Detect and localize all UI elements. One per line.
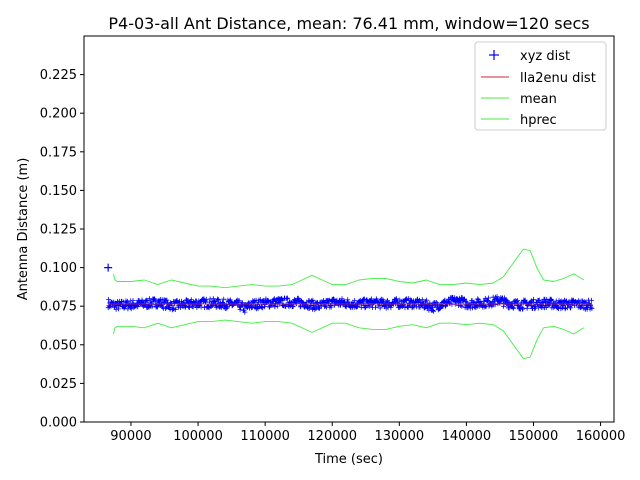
- xyz-dist-point: [586, 304, 588, 306]
- x-tick-label: 90000: [110, 429, 151, 444]
- y-tick-label: 0.150: [40, 184, 77, 199]
- xyz-dist-point: [237, 304, 239, 306]
- xyz-dist-point: [452, 301, 454, 303]
- y-tick-label: 0.000: [40, 416, 77, 431]
- legend-label-xyz-dist: xyz dist: [520, 49, 570, 64]
- series-mean-line: [113, 248, 585, 289]
- xyz-dist-point: [412, 302, 414, 304]
- series-layer: [104, 248, 595, 360]
- x-tick-label: 150000: [509, 429, 559, 444]
- xyz-dist-point: [371, 302, 374, 304]
- xyz-dist-point: [345, 302, 347, 304]
- legend: xyz dist lla2enu dist mean hprec: [474, 41, 607, 131]
- xyz-dist-point: [251, 304, 253, 306]
- xyz-dist-point: [304, 302, 306, 304]
- x-tick-label: 120000: [307, 429, 357, 444]
- xyz-dist-point: [130, 304, 132, 306]
- xyz-dist-point: [425, 304, 427, 306]
- legend-marker-xyz-dist: [489, 50, 499, 60]
- xyz-dist-point: [506, 302, 508, 304]
- y-tick-label: 0.225: [40, 68, 77, 83]
- xyz-dist-point: [110, 304, 112, 306]
- xyz-dist-point: [210, 302, 213, 304]
- xyz-dist-point: [439, 304, 441, 306]
- xyz-dist-point: [499, 299, 501, 301]
- xyz-dist-point: [197, 302, 199, 304]
- y-tick-label: 0.100: [40, 261, 77, 276]
- xyz-dist-point: [107, 302, 109, 304]
- y-axis-title: Antenna Distance (m): [16, 158, 31, 301]
- xyz-dist-point: [291, 301, 293, 303]
- x-axis: 90000 100000 110000 120000 130000 140000 15000…: [110, 422, 625, 444]
- legend-box: [474, 41, 607, 131]
- xyz-dist-point: [278, 301, 280, 303]
- xyz-dist-point: [184, 304, 186, 306]
- xyz-dist-point: [519, 304, 521, 306]
- xyz-dist-point: [398, 302, 400, 304]
- xyz-dist-point: [432, 306, 434, 308]
- xyz-dist-point: [591, 304, 593, 306]
- xyz-dist-point: [331, 301, 333, 303]
- x-tick-label: 140000: [442, 429, 492, 444]
- y-tick-label: 0.200: [40, 107, 77, 122]
- xyz-dist-point: [318, 305, 320, 307]
- y-tick-label: 0.075: [40, 300, 77, 315]
- xyz-dist-point: [459, 300, 461, 302]
- xyz-dist-point: [559, 304, 561, 306]
- legend-label-lla2enu-dist: lla2enu dist: [520, 71, 596, 86]
- xyz-dist-point: [546, 302, 548, 304]
- y-tick-label: 0.050: [40, 338, 77, 353]
- xyz-dist-point: [264, 302, 266, 304]
- y-axis: 0.000 0.025 0.050 0.075 0.100 0.125 0.150 0.175…: [40, 68, 84, 431]
- series-hprec-line: [113, 319, 585, 360]
- x-axis-title: Time (sec): [314, 452, 383, 467]
- x-tick-label: 160000: [576, 429, 626, 444]
- xyz-dist-point: [244, 307, 246, 310]
- x-tick-label: 100000: [173, 429, 223, 444]
- legend-label-mean: mean: [520, 92, 557, 107]
- xyz-dist-point: [492, 301, 494, 303]
- y-tick-label: 0.125: [40, 223, 77, 238]
- xyz-dist-outlier-marker: [104, 263, 113, 272]
- legend-label-hprec: hprec: [520, 113, 557, 128]
- xyz-dist-point: [116, 304, 119, 306]
- xyz-dist-point: [170, 304, 172, 306]
- y-tick-label: 0.025: [40, 377, 77, 392]
- xyz-dist-point: [479, 302, 481, 304]
- x-tick-label: 130000: [374, 429, 424, 444]
- x-tick-label: 110000: [240, 429, 290, 444]
- xyz-dist-point: [157, 301, 159, 303]
- y-tick-label: 0.175: [40, 145, 77, 160]
- chart-title: P4-03-all Ant Distance, mean: 76.41 mm, …: [108, 14, 589, 33]
